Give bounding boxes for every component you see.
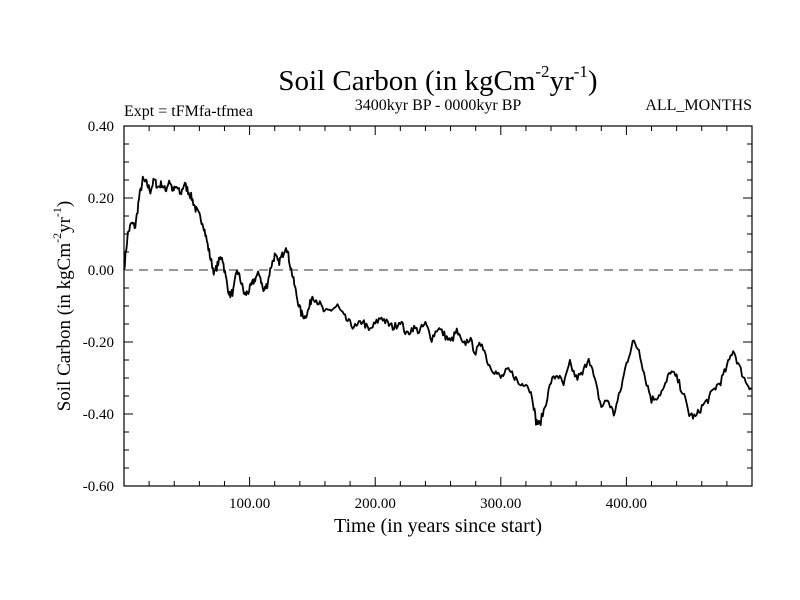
y-tick-label: -0.20 <box>83 335 114 351</box>
x-tick-label: 100.00 <box>229 496 270 512</box>
x-tick-label: 300.00 <box>480 496 521 512</box>
y-axis-ticks <box>124 143 752 469</box>
subtitle-left: Expt = tFMfa-tfmea <box>124 103 253 120</box>
y-tick-label: -0.40 <box>83 407 114 423</box>
y-axis-tick-labels: 0.40 0.20 0.00 -0.20 -0.40 -0.60 <box>83 119 114 495</box>
y-axis-label: Soil Carbon (in kgCm-2yr-1) <box>50 201 75 412</box>
y-tick-label: 0.40 <box>88 119 114 135</box>
x-axis-ticks <box>148 126 728 486</box>
subtitle-center: 3400kyr BP - 0000kyr BP <box>355 97 522 114</box>
chart-title: Soil Carbon (in kgCm-2yr-1) <box>278 62 597 97</box>
x-tick-label: 200.00 <box>355 496 396 512</box>
x-tick-label: 400.00 <box>606 496 647 512</box>
y-tick-label: 0.00 <box>88 263 114 279</box>
x-axis-tick-labels: 100.00 200.00 300.00 400.00 <box>229 496 647 512</box>
series-line-soil-carbon <box>123 175 753 426</box>
subtitle-right: ALL_MONTHS <box>645 97 752 114</box>
x-axis-label: Time (in years since start) <box>334 515 542 537</box>
y-tick-label: 0.20 <box>88 191 114 207</box>
y-tick-label: -0.60 <box>83 479 114 495</box>
plot-frame <box>123 125 753 487</box>
